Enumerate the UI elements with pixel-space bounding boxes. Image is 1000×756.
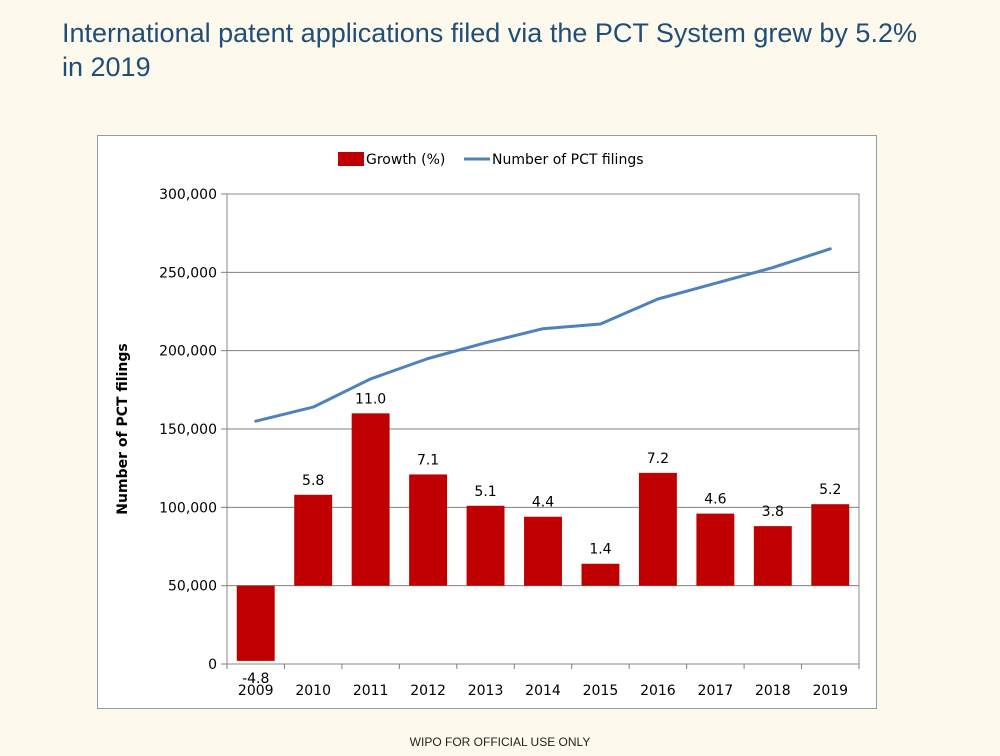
slide-title: International patent applications filed …: [62, 16, 942, 84]
y-tick-label: 100,000: [159, 500, 217, 516]
filings-line: [256, 249, 831, 421]
growth-data-label: 7.2: [647, 451, 669, 467]
growth-data-label: 5.1: [474, 484, 496, 500]
x-tick-label: 2013: [468, 683, 504, 699]
y-tick-label: 0: [208, 657, 217, 673]
x-tick-label: 2019: [812, 683, 848, 699]
growth-bar: [294, 495, 332, 586]
growth-data-label: 5.2: [819, 482, 841, 498]
y-tick-label: 150,000: [159, 422, 217, 438]
growth-data-label: 3.8: [762, 504, 784, 520]
x-tick-label: 2012: [410, 683, 446, 699]
x-tick-label: 2015: [583, 683, 619, 699]
growth-bar: [696, 514, 734, 586]
x-tick-label: 2018: [755, 683, 791, 699]
growth-data-label: 4.6: [704, 492, 726, 508]
growth-data-label: 5.8: [302, 473, 324, 489]
growth-bar: [467, 506, 505, 586]
chart-svg: 0 50,000 100,000 150,000 200,000 250,000 300,0…: [98, 136, 876, 708]
growth-bar: [352, 413, 390, 585]
growth-bar: [409, 474, 447, 585]
x-tick-label: 2010: [295, 683, 331, 699]
growth-bar: [524, 517, 562, 586]
growth-bar: [754, 526, 792, 586]
growth-bar: [811, 504, 849, 585]
legend-label-growth: Growth (%): [366, 152, 445, 168]
x-tick-label: 2017: [698, 683, 734, 699]
legend-swatch-growth: [338, 152, 364, 166]
growth-bar: [639, 473, 677, 586]
growth-data-label: 4.4: [532, 495, 554, 511]
growth-data-label: -4.8: [242, 671, 269, 687]
growth-data-label: 1.4: [589, 542, 611, 558]
legend-label-filings: Number of PCT filings: [492, 152, 644, 168]
footer-label: WIPO FOR OFFICIAL USE ONLY: [0, 735, 1000, 749]
growth-data-label: 7.1: [417, 452, 439, 468]
y-tick-label: 300,000: [159, 187, 217, 203]
growth-bar: [237, 586, 275, 661]
growth-data-label: 11.0: [355, 391, 386, 407]
y-tick-label: 50,000: [168, 579, 217, 595]
x-tick-label: 2016: [640, 683, 676, 699]
chart-frame: 0 50,000 100,000 150,000 200,000 250,000 300,0…: [97, 135, 877, 709]
y-tick-label: 200,000: [159, 344, 217, 360]
y-tick-label: 250,000: [159, 265, 217, 281]
growth-bar: [581, 564, 619, 586]
x-tick-label: 2014: [525, 683, 561, 699]
x-tick-label: 2011: [353, 683, 389, 699]
y-axis-title: Number of PCT filings: [115, 343, 131, 514]
